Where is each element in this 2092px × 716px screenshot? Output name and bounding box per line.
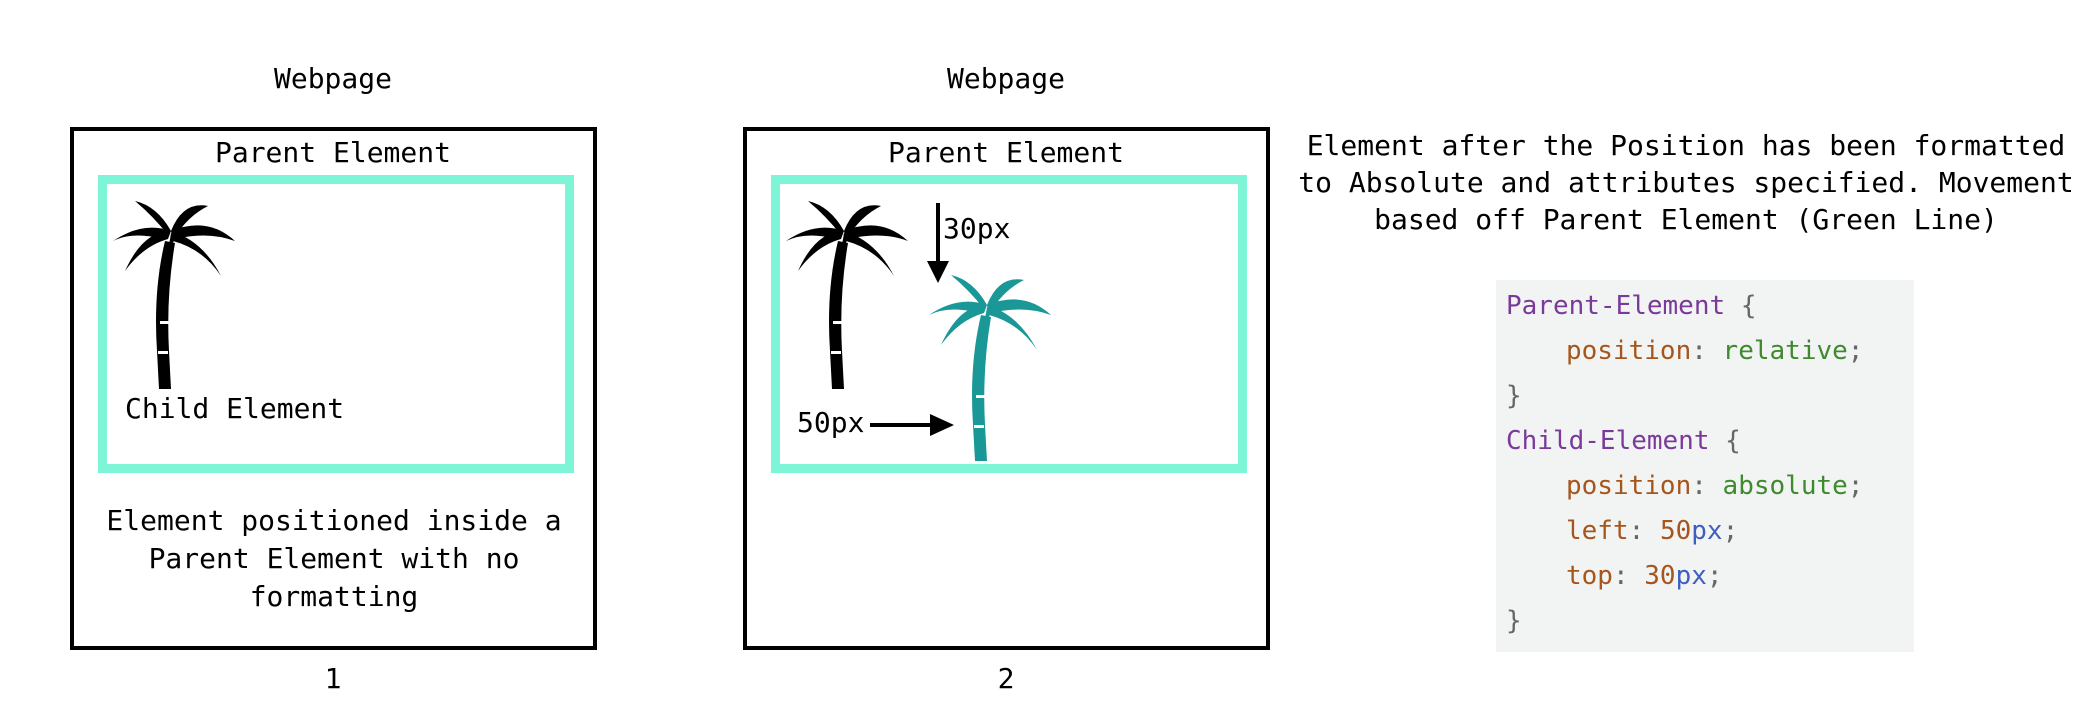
child-selector: Child-Element [1506,426,1710,456]
panel2-left-offset-label: 50px [797,406,865,439]
open-brace: { [1740,291,1757,321]
palm-tree-moved-icon [929,275,1051,461]
arrow-down-icon [927,203,949,283]
top-prop: top [1566,561,1613,591]
panel1-description: Element positioned inside a Parent Eleme… [106,504,562,613]
close-brace: } [1506,606,1522,636]
palm-tree-icon [786,201,908,389]
code-line-child-selector: Child-Element { [1506,419,1904,464]
top-unit: px [1675,561,1707,591]
parent-position-value: relative [1722,336,1848,366]
panel1-parent-element-box [98,175,574,473]
panel2-title: Webpage [946,62,1065,95]
panel2-top-offset-label: 30px [943,212,1011,245]
left-prop: left [1566,516,1629,546]
arrow-right-icon [870,414,954,436]
panel1-child-label: Child Element [125,392,345,425]
css-code-block: Parent-Element { position: relative; } C… [1496,280,1914,652]
close-brace: } [1506,381,1522,411]
panel2-number: 2 [997,662,1015,695]
panel2-parent-label: Parent Element [887,136,1124,169]
explanation-text: Element after the Position has been form… [1298,129,2074,236]
parent-position-prop: position [1566,336,1692,366]
child-position-value: absolute [1722,471,1848,501]
top-number: 30 [1644,561,1676,591]
panel1-parent-label: Parent Element [214,136,451,169]
left-unit: px [1691,516,1723,546]
left-number: 50 [1659,516,1692,546]
parent-selector: Parent-Element [1506,291,1726,321]
code-line-parent-position: position: relative; [1566,336,1864,366]
code-line-child-position: position: absolute; [1566,471,1864,501]
child-position-prop: position [1566,471,1692,501]
code-line-top: top: 30px; [1566,561,1723,591]
panel1-title: Webpage [273,62,392,95]
panel2-parent-element-box [771,175,1247,473]
code-line-child-close: } [1506,599,1904,644]
open-brace: { [1725,426,1741,456]
panel1-number: 1 [324,662,342,695]
code-line-left: left: 50px; [1566,516,1739,546]
code-line-parent-selector: Parent-Element { [1506,284,1904,329]
palm-tree-icon [113,201,235,389]
code-line-parent-close: } [1506,374,1904,419]
